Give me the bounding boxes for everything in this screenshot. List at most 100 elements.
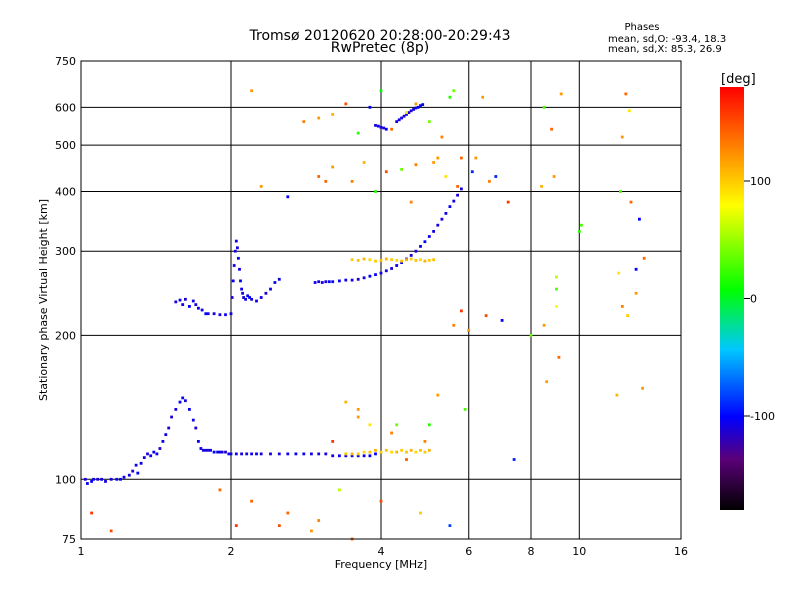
data-point: [384, 269, 388, 273]
data-point: [155, 452, 159, 456]
data-point: [474, 156, 478, 160]
chart-subtitle: RwPretec (8p): [331, 40, 429, 56]
data-point: [344, 102, 348, 106]
data-point: [423, 440, 427, 443]
data-point: [638, 217, 641, 221]
data-point: [181, 396, 185, 400]
data-point: [362, 161, 366, 164]
data-point: [164, 433, 168, 436]
data-point: [109, 477, 113, 481]
data-point: [395, 120, 399, 123]
data-point: [362, 276, 366, 280]
y-tick-label: 600: [55, 101, 76, 114]
data-point: [310, 529, 313, 533]
data-point: [374, 259, 377, 263]
data-point: [324, 280, 328, 284]
data-point: [395, 423, 399, 427]
data-point: [286, 511, 290, 515]
stats-x-mode: mean, sd,X: 85.3, 26.9: [608, 44, 722, 55]
data-point: [374, 124, 377, 127]
data-point: [419, 104, 422, 107]
chart-title: Tromsø 20120620 20:28:00-20:29:43: [249, 28, 511, 44]
y-tick-label: 750: [55, 55, 76, 68]
data-point: [427, 423, 431, 427]
data-point: [200, 308, 204, 312]
data-point: [234, 524, 238, 527]
data-point: [331, 280, 335, 284]
data-point: [427, 448, 431, 452]
data-point: [448, 95, 452, 99]
data-point: [220, 450, 224, 454]
data-point: [356, 277, 360, 281]
data-point: [344, 278, 348, 282]
data-point: [624, 92, 628, 96]
data-point: [178, 400, 182, 404]
data-point: [512, 458, 516, 461]
data-point: [234, 452, 238, 456]
data-point: [212, 312, 216, 316]
x-tick-label: 10: [572, 545, 586, 558]
data-point: [368, 274, 372, 278]
data-point: [232, 264, 236, 267]
data-point: [362, 454, 366, 458]
data-point: [86, 482, 89, 485]
data-point: [463, 408, 467, 411]
data-point: [452, 199, 456, 203]
data-point: [277, 452, 281, 456]
data-point: [374, 273, 377, 276]
data-point: [432, 258, 435, 262]
data-point: [500, 319, 504, 322]
data-point: [170, 415, 173, 419]
data-point: [259, 296, 263, 299]
colorbar-tick-label: 100: [750, 175, 771, 188]
data-point: [467, 328, 471, 332]
data-point: [331, 454, 335, 458]
data-point: [423, 240, 427, 244]
data-point: [331, 113, 335, 116]
data-point: [488, 180, 491, 183]
data-point: [250, 297, 253, 301]
data-point: [209, 448, 212, 452]
data-point: [269, 452, 272, 456]
data-point: [384, 257, 388, 261]
data-point: [231, 279, 235, 283]
data-point: [122, 475, 126, 479]
data-point: [149, 454, 153, 458]
data-point: [259, 452, 263, 456]
data-point: [432, 161, 435, 164]
data-point: [400, 168, 403, 171]
data-point: [197, 306, 200, 310]
data-point: [356, 454, 360, 458]
data-point: [414, 259, 418, 262]
data-point: [313, 281, 317, 284]
data-point: [550, 127, 553, 131]
data-point: [224, 450, 227, 454]
data-point: [224, 313, 227, 317]
data-point: [448, 524, 452, 527]
data-point: [390, 431, 393, 435]
data-point: [444, 175, 448, 178]
data-point: [615, 393, 619, 397]
data-point: [559, 92, 563, 96]
data-point: [241, 291, 244, 295]
grid-lines: [81, 61, 681, 539]
data-point: [368, 454, 372, 458]
data-point: [452, 323, 456, 327]
data-point: [174, 300, 178, 304]
data-point: [400, 448, 403, 452]
data-point: [432, 230, 435, 233]
data-point: [109, 529, 113, 533]
data-point: [294, 452, 298, 456]
data-point: [379, 259, 383, 262]
data-point: [310, 452, 313, 456]
y-axis-label: Stationary phase Virtual Height [km]: [37, 199, 50, 401]
data-point: [350, 258, 354, 262]
data-point: [197, 440, 200, 443]
data-point: [409, 257, 413, 261]
data-point: [273, 281, 277, 284]
data-point: [395, 259, 399, 262]
data-point: [191, 418, 195, 422]
data-point: [374, 190, 377, 193]
data-point: [324, 452, 328, 456]
data-point: [368, 423, 372, 427]
